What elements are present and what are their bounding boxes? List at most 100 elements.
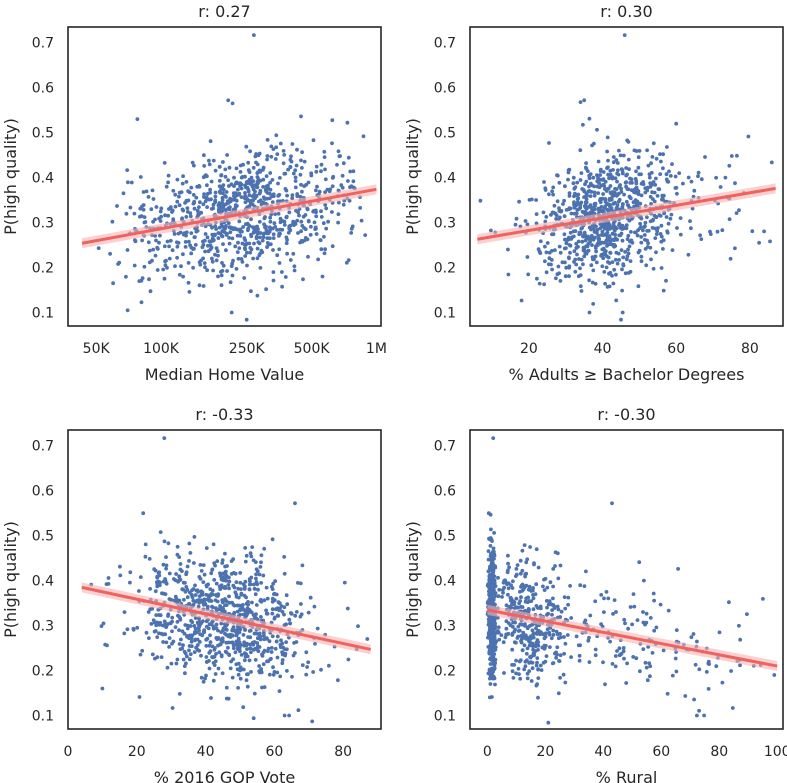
scatter-point: [703, 155, 707, 159]
scatter-point: [546, 720, 551, 725]
scatter-point: [174, 661, 179, 666]
scatter-point: [269, 646, 274, 650]
scatter-point: [282, 555, 287, 559]
scatter-point: [173, 192, 178, 197]
scatter-point: [177, 272, 182, 277]
scatter-point: [138, 575, 143, 579]
y-axis-label: P(high quality): [403, 118, 422, 235]
scatter-point: [189, 639, 194, 644]
scatter-point: [126, 180, 130, 185]
scatter-point: [642, 578, 646, 583]
scatter-point: [607, 271, 611, 276]
scatter-point: [267, 639, 272, 644]
scatter-point: [227, 579, 232, 584]
scatter-point: [175, 620, 180, 624]
scatter-point: [187, 541, 192, 546]
scatter-point: [697, 667, 702, 672]
scatter-point: [256, 153, 261, 158]
scatter-point: [715, 229, 720, 234]
scatter-point: [170, 706, 175, 710]
scatter-point: [335, 162, 339, 167]
scatter-point: [271, 270, 276, 274]
scatter-point: [213, 563, 218, 568]
scatter-point: [170, 210, 174, 214]
scatter-point: [626, 626, 630, 631]
axes-frame: [469, 429, 784, 730]
scatter-point: [522, 543, 527, 547]
scatter-point: [645, 238, 649, 243]
scatter-point: [589, 263, 594, 268]
scatter-point: [157, 240, 161, 245]
scatter-point: [192, 235, 197, 240]
scatter-point: [142, 215, 147, 220]
scatter-point: [541, 210, 546, 215]
scatter-point: [356, 624, 360, 628]
scatter-point: [219, 222, 224, 227]
scatter-point: [628, 181, 633, 185]
scatter-point: [189, 251, 194, 256]
scatter-point: [253, 154, 258, 159]
scatter-point: [336, 212, 341, 217]
scatter-point: [493, 682, 497, 687]
scatter-point: [651, 266, 656, 271]
scatter-point: [211, 158, 216, 163]
scatter-point: [337, 200, 341, 205]
scatter-point: [238, 170, 243, 174]
scatter-point: [270, 607, 275, 612]
scatter-point: [255, 256, 260, 261]
scatter-point: [489, 582, 493, 587]
scatter-point: [202, 599, 206, 603]
scatter-point: [268, 226, 273, 230]
scatter-point: [182, 649, 187, 654]
scatter-point: [217, 189, 222, 194]
scatter-point: [210, 236, 215, 241]
scatter-point: [620, 238, 625, 243]
scatter-point: [674, 628, 679, 632]
scatter-point: [278, 227, 282, 232]
scatter-point: [501, 640, 506, 645]
scatter-point: [525, 658, 529, 663]
scatter-point: [246, 226, 251, 231]
scatter-point: [562, 198, 566, 203]
scatter-point: [283, 275, 288, 279]
scatter-point: [608, 251, 613, 255]
scatter-point: [144, 630, 149, 635]
scatter-point: [489, 628, 494, 633]
scatter-point: [615, 179, 619, 184]
scatter-point: [302, 159, 307, 164]
scatter-point: [621, 255, 626, 260]
scatter-point: [265, 157, 269, 162]
scatter-point: [214, 246, 219, 251]
x-tick-label: 60: [265, 744, 283, 760]
scatter-point: [587, 310, 592, 315]
scatter-point: [178, 616, 183, 621]
scatter-point: [254, 631, 259, 636]
scatter-point: [298, 194, 303, 199]
scatter-point: [514, 671, 518, 676]
scatter-point: [173, 204, 178, 209]
scatter-point: [531, 596, 536, 601]
scatter-point: [535, 660, 539, 665]
scatter-point: [536, 565, 541, 570]
scatter-point: [598, 177, 602, 182]
scatter-point: [612, 598, 617, 602]
scatter-point: [345, 120, 350, 125]
scatter-point: [288, 165, 293, 170]
scatter-point: [219, 283, 224, 288]
scatter-point: [209, 696, 213, 700]
scatter-point: [275, 634, 280, 639]
scatter-point: [202, 195, 206, 199]
scatter-point: [258, 235, 262, 240]
scatter-point: [210, 567, 215, 572]
scatter-point: [551, 628, 556, 633]
scatter-point: [510, 663, 514, 667]
scatter-point: [506, 561, 510, 566]
scatter-point: [561, 672, 566, 677]
scatter-point: [200, 592, 205, 597]
scatter-point: [154, 613, 159, 617]
scatter-point: [635, 233, 640, 238]
scatter-point: [607, 261, 612, 265]
scatter-point: [523, 622, 527, 627]
scatter-point: [573, 185, 578, 190]
scatter-point: [613, 176, 618, 181]
